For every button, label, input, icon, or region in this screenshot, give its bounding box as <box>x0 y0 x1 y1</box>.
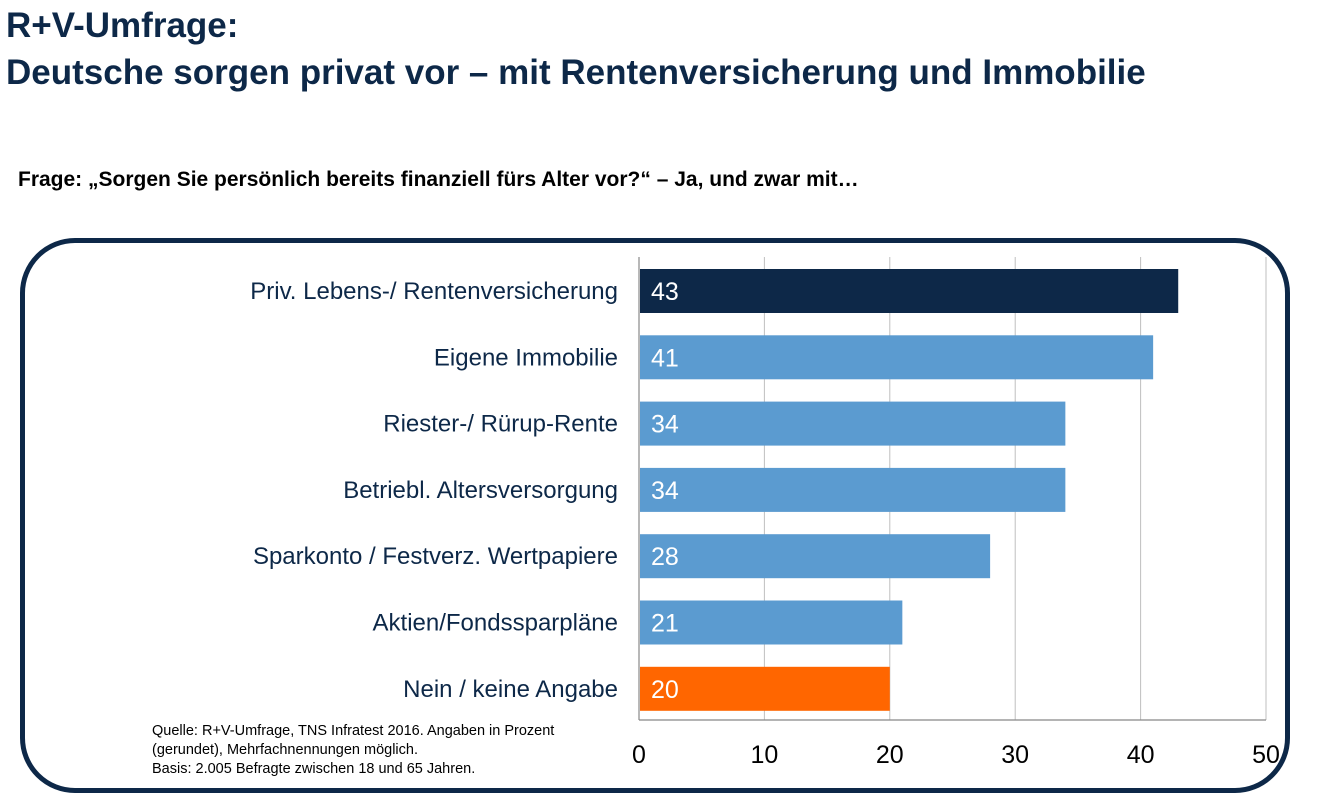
data-label: 28 <box>651 543 679 571</box>
data-label: 34 <box>651 411 679 439</box>
title-line-1: R+V-Umfrage: <box>6 6 239 45</box>
bar <box>640 600 903 645</box>
x-tick-label: 50 <box>1252 741 1280 769</box>
category-label: Sparkonto / Festverz. Wertpapiere <box>253 543 618 570</box>
category-label: Aktien/Fondssparpläne <box>373 610 618 637</box>
category-label: Nein / keine Angabe <box>403 676 618 703</box>
bar <box>640 666 890 711</box>
source-note: Quelle: R+V-Umfrage, TNS Infratest 2016.… <box>152 722 622 779</box>
category-label: Eigene Immobilie <box>434 344 618 371</box>
page-title: R+V-Umfrage: Deutsche sorgen privat vor … <box>6 2 1146 96</box>
data-label: 43 <box>651 278 679 306</box>
title-line-2: Deutsche sorgen privat vor – mit Rentenv… <box>6 53 1146 92</box>
category-label: Riester-/ Rürup-Rente <box>383 411 618 438</box>
source-line-1: Quelle: R+V-Umfrage, TNS Infratest 2016.… <box>152 723 555 739</box>
category-label: Priv. Lebens-/ Rentenversicherung <box>250 278 618 305</box>
source-line-2: (gerundet), Mehrfachnennungen möglich. <box>152 742 418 758</box>
x-tick-label: 10 <box>750 741 778 769</box>
bar <box>640 269 1179 313</box>
x-tick-label: 0 <box>632 741 646 769</box>
source-line-3: Basis: 2.005 Befragte zwischen 18 und 65… <box>152 761 476 777</box>
bar <box>640 401 1066 446</box>
x-tick-label: 30 <box>1001 741 1029 769</box>
chart-frame <box>20 238 1290 793</box>
data-label: 20 <box>651 676 679 704</box>
bar <box>640 534 991 579</box>
data-label: 34 <box>651 477 679 505</box>
bar <box>640 335 1154 380</box>
survey-question: Frage: „Sorgen Sie persönlich bereits fi… <box>18 168 859 191</box>
data-label: 21 <box>651 610 679 638</box>
x-tick-label: 40 <box>1127 741 1155 769</box>
bar <box>640 467 1066 512</box>
data-label: 41 <box>651 344 679 372</box>
category-label: Betriebl. Altersversorgung <box>343 477 618 504</box>
x-tick-label: 20 <box>876 741 904 769</box>
